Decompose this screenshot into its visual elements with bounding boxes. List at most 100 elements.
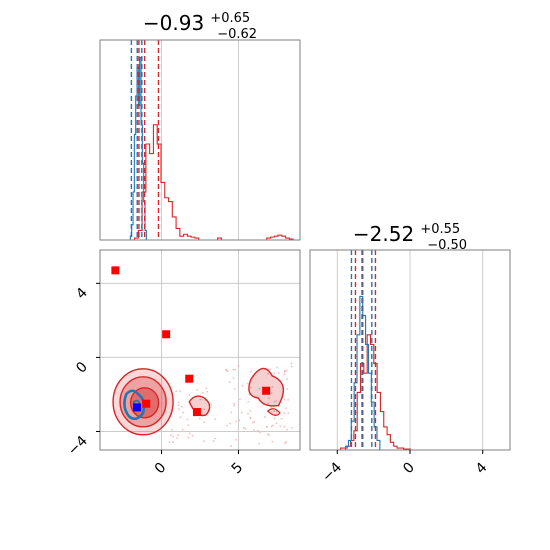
sample-point xyxy=(266,426,268,428)
sample-point xyxy=(176,437,179,440)
sample-point xyxy=(177,404,180,406)
sample-point xyxy=(232,377,235,379)
sample-point xyxy=(191,434,194,437)
sample-point xyxy=(290,365,293,368)
sample-point xyxy=(225,369,228,372)
sample-point xyxy=(181,428,184,431)
sample-point xyxy=(235,420,238,423)
sample-point xyxy=(206,390,209,393)
marker-red xyxy=(185,374,194,383)
sample-point xyxy=(284,442,287,445)
sample-point xyxy=(258,387,261,390)
x-tick-label: 0 xyxy=(152,460,170,478)
sample-point xyxy=(214,437,216,440)
sample-point xyxy=(177,434,179,437)
sample-point xyxy=(203,408,206,411)
sample-point xyxy=(247,382,249,385)
marker-red xyxy=(192,408,201,417)
sample-point xyxy=(171,428,173,431)
sample-point xyxy=(247,412,249,415)
panel-frame xyxy=(99,249,301,451)
sample-point xyxy=(168,441,171,444)
contour-red-island xyxy=(266,408,281,416)
sample-point xyxy=(283,398,286,401)
sample-point xyxy=(250,386,252,389)
sample-point xyxy=(230,411,233,414)
title-2-sup: +0.55 xyxy=(420,222,460,237)
sample-point xyxy=(290,362,293,365)
sample-point xyxy=(199,398,202,401)
sample-point xyxy=(198,417,201,420)
sample-point xyxy=(257,429,259,432)
sample-point xyxy=(170,434,172,436)
sample-point xyxy=(270,406,273,409)
title-1-main: −0.93 xyxy=(143,11,204,35)
sample-point xyxy=(267,434,270,436)
sample-point xyxy=(270,392,273,395)
y-tick-label: 4 xyxy=(73,285,91,303)
sample-point xyxy=(179,390,181,393)
sample-point xyxy=(240,411,243,414)
sample-point xyxy=(273,401,276,403)
sample-point xyxy=(273,372,276,375)
sample-point xyxy=(277,372,280,375)
sample-point xyxy=(291,427,293,429)
sample-point xyxy=(186,418,189,421)
sample-point xyxy=(286,428,288,431)
sample-point xyxy=(212,440,215,443)
sample-point xyxy=(279,425,282,428)
sample-point xyxy=(276,366,279,369)
x-tick-label: 5 xyxy=(229,460,247,478)
sample-point xyxy=(201,391,204,394)
sample-point xyxy=(244,427,247,430)
sample-point xyxy=(233,388,236,390)
sample-point xyxy=(267,372,269,375)
sample-point xyxy=(178,408,180,411)
sample-point xyxy=(230,445,233,448)
sample-point xyxy=(177,401,180,404)
sample-point xyxy=(228,381,231,384)
sample-point xyxy=(182,411,184,414)
sample-point xyxy=(280,417,283,420)
sample-point xyxy=(264,416,266,418)
sample-point xyxy=(188,432,191,435)
histogram-red-param-1 xyxy=(130,124,297,241)
sample-point xyxy=(237,364,240,367)
sample-point xyxy=(275,400,278,402)
sample-point xyxy=(275,422,278,425)
sample-point xyxy=(205,387,208,390)
sample-point xyxy=(271,440,274,443)
x-tick-label: 4 xyxy=(473,459,491,477)
marker-red xyxy=(262,386,271,395)
sample-point xyxy=(285,440,288,443)
panel-frame xyxy=(99,39,301,241)
marker-red xyxy=(111,266,120,275)
sample-point xyxy=(172,435,174,438)
sample-point xyxy=(225,424,228,427)
sample-point xyxy=(214,418,217,421)
title-1-sub: −0.62 xyxy=(217,27,257,42)
sample-point xyxy=(180,405,183,408)
sample-point xyxy=(283,373,286,376)
sample-point xyxy=(258,442,261,445)
sample-point xyxy=(235,438,238,441)
sample-point xyxy=(229,422,231,425)
sample-point xyxy=(253,420,256,423)
histogram-panel-param-2 xyxy=(309,249,511,451)
sample-point xyxy=(241,384,244,387)
sample-point xyxy=(187,424,190,427)
sample-point xyxy=(249,416,252,419)
sample-point xyxy=(233,402,236,405)
x-tick-label: 0 xyxy=(400,460,418,478)
y-tick-label: 0 xyxy=(73,359,91,377)
sample-point xyxy=(283,371,286,373)
sample-point xyxy=(242,426,245,429)
histogram-panel-param-1 xyxy=(99,39,301,241)
sample-point xyxy=(187,436,190,439)
title-1-sup: +0.65 xyxy=(210,11,250,26)
sample-point xyxy=(238,419,241,422)
marker-blue xyxy=(132,403,141,412)
sample-point xyxy=(269,368,272,371)
sample-point xyxy=(270,425,273,428)
